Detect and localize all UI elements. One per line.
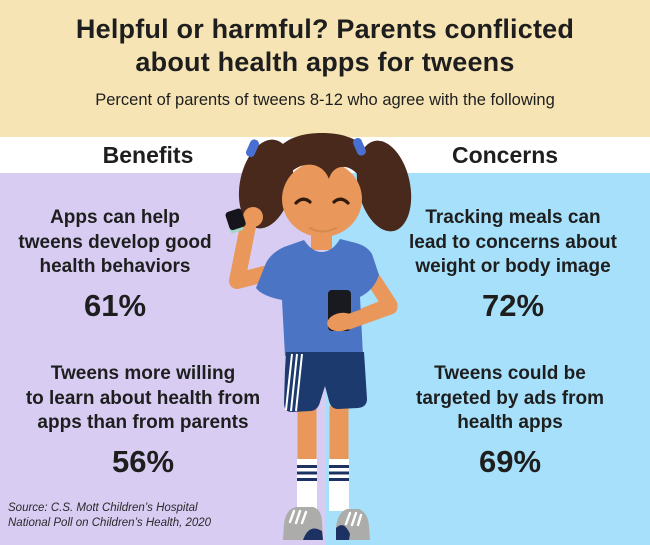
stat-text-line: tweens develop good	[18, 231, 212, 253]
benefits-stat-1: Apps can help tweens develop good health…	[0, 206, 230, 324]
page-subtitle: Percent of parents of tweens 8-12 who ag…	[95, 91, 555, 109]
stat-text-line: weight or body image	[415, 256, 611, 277]
benefits-column-header: Benefits	[102, 141, 194, 168]
title-line-2: about health apps for tweens	[135, 47, 515, 77]
stat-value: 61%	[83, 287, 147, 323]
stat-value: 56%	[111, 443, 175, 479]
stat-text-line: health behaviors	[39, 256, 191, 277]
source-credit: Source: C.S. Mott Children’s Hospital Na…	[8, 501, 211, 530]
source-line-1: Source: C.S. Mott Children’s Hospital	[8, 502, 198, 514]
stat-text-line: apps than from parents	[37, 412, 249, 433]
concerns-stat-2: Tweens could be targeted by ads from hea…	[398, 362, 622, 480]
page-title: Helpful or harmful? Parents conflicted a…	[0, 13, 650, 79]
concerns-column-background	[325, 173, 650, 545]
stat-text-line: lead to concerns about	[409, 231, 617, 253]
stat-text-line: Tracking meals can	[425, 207, 601, 228]
stat-text-line: Tweens could be	[434, 363, 586, 384]
stat-text-line: targeted by ads from	[416, 387, 604, 409]
stat-text-line: Tweens more willing	[50, 363, 236, 384]
concerns-column-header: Concerns	[451, 141, 559, 168]
stat-text-line: Apps can help	[50, 207, 180, 228]
stat-value: 72%	[481, 287, 545, 323]
title-line-1: Helpful or harmful? Parents conflicted	[75, 14, 575, 44]
stat-text-line: health apps	[457, 412, 563, 433]
stat-text-line: to learn about health from	[25, 387, 261, 409]
header-background	[0, 0, 650, 137]
concerns-stat-1: Tracking meals can lead to concerns abou…	[400, 206, 626, 324]
stat-value: 69%	[478, 443, 542, 479]
benefits-stat-2: Tweens more willing to learn about healt…	[4, 362, 282, 480]
source-line-2: National Poll on Children’s Health, 2020	[8, 516, 212, 529]
